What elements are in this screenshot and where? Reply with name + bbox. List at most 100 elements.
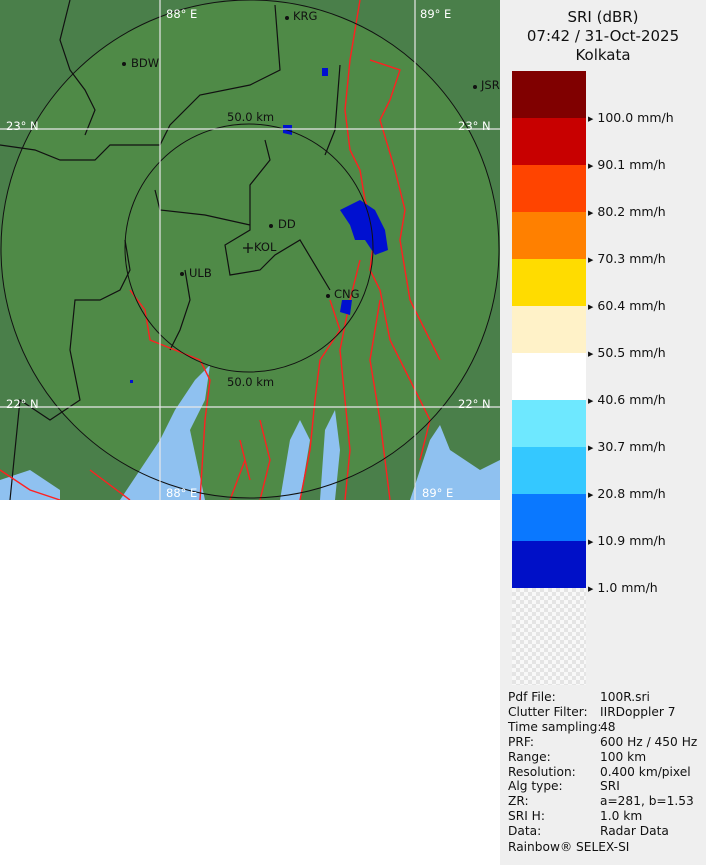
legend-label: ▶ 80.2 mm/h bbox=[588, 204, 666, 219]
info-row: Time sampling: 48 bbox=[508, 720, 697, 735]
city-krg: KRG bbox=[293, 9, 317, 23]
legend-no-data-swatch bbox=[512, 588, 586, 685]
lon-label-89: 89° E bbox=[420, 7, 451, 21]
legend-tick-icon: ▶ bbox=[588, 396, 594, 405]
range-ring-label-bottom: 50.0 km bbox=[227, 375, 274, 389]
legend-label: ▶ 90.1 mm/h bbox=[588, 157, 666, 172]
legend-label: ▶ 50.5 mm/h bbox=[588, 345, 666, 360]
info-value: 48 bbox=[600, 719, 616, 734]
city-markers: KRG BDW JSR DD KOL ULB CNG bbox=[122, 9, 500, 301]
info-row: Data: Radar Data bbox=[508, 824, 697, 839]
legend-tick-icon: ▶ bbox=[588, 584, 594, 593]
product-info: Pdf File: 100R.sri Clutter Filter: IIRDoppl… bbox=[508, 690, 697, 855]
legend-swatch bbox=[512, 306, 586, 353]
range-ring-label-top: 50.0 km bbox=[227, 110, 274, 124]
legend-label: ▶ 40.6 mm/h bbox=[588, 392, 666, 407]
city-kol: KOL bbox=[254, 240, 277, 254]
lon-label-89-bottom: 89° E bbox=[422, 486, 453, 500]
legend-label-text: 60.4 mm/h bbox=[597, 298, 666, 313]
city-cng: CNG bbox=[334, 287, 360, 301]
legend-tick-icon: ▶ bbox=[588, 161, 594, 170]
lat-label-23-right: 23° N bbox=[458, 119, 491, 133]
radar-coverage bbox=[1, 0, 499, 498]
info-row: Clutter Filter: IIRDoppler 7 bbox=[508, 705, 697, 720]
info-value: 100R.sri bbox=[600, 690, 650, 704]
info-row: Resolution: 0.400 km/pixel bbox=[508, 765, 697, 780]
info-key: Clutter Filter: bbox=[508, 704, 588, 719]
lon-label-88-bottom: 88° E bbox=[166, 486, 197, 500]
legend-label-text: 50.5 mm/h bbox=[597, 345, 666, 360]
info-value: SRI bbox=[600, 779, 620, 794]
info-value: 1.0 km bbox=[600, 809, 643, 824]
legend-swatch bbox=[512, 165, 586, 212]
range-ring-50km bbox=[124, 123, 374, 373]
info-row: SRI H: 1.0 km bbox=[508, 809, 697, 824]
product-title: SRI (dBR) bbox=[567, 8, 639, 26]
station-name: Kolkata bbox=[575, 46, 631, 64]
info-key: ZR: bbox=[508, 794, 529, 809]
legend-tick-icon: ▶ bbox=[588, 443, 594, 452]
legend-label: ▶ 20.8 mm/h bbox=[588, 486, 666, 501]
water-bodies bbox=[0, 410, 500, 500]
legend-swatch bbox=[512, 447, 586, 494]
legend-label-text: 40.6 mm/h bbox=[597, 392, 666, 407]
timestamp: 07:42 / 31-Oct-2025 bbox=[526, 27, 680, 45]
city-ulb: ULB bbox=[189, 266, 212, 280]
legend-label: ▶ 30.7 mm/h bbox=[588, 439, 666, 454]
info-row: PRF: 600 Hz / 450 Hz bbox=[508, 735, 697, 750]
range-ring-100km bbox=[0, 0, 500, 499]
info-key: Range: bbox=[508, 749, 551, 764]
hooghly-estuary bbox=[120, 365, 210, 500]
legend-tick-icon: ▶ bbox=[588, 349, 594, 358]
legend-tick-icon: ▶ bbox=[588, 302, 594, 311]
info-row: Pdf File: 100R.sri bbox=[508, 690, 697, 705]
info-key: PRF: bbox=[508, 734, 534, 749]
legend-swatch bbox=[512, 494, 586, 541]
lat-label-22-right: 22° N bbox=[458, 397, 491, 411]
legend-label: ▶ 1.0 mm/h bbox=[588, 580, 658, 595]
legend-label-text: 90.1 mm/h bbox=[597, 157, 666, 172]
lat-lon-grid bbox=[0, 0, 500, 500]
legend-label-text: 100.0 mm/h bbox=[597, 110, 674, 125]
legend-tick-icon: ▶ bbox=[588, 537, 594, 546]
legend-label-text: 30.7 mm/h bbox=[597, 439, 666, 454]
info-key: Pdf File: bbox=[508, 690, 556, 704]
legend-label-text: 70.3 mm/h bbox=[597, 251, 666, 266]
legend-label: ▶ 10.9 mm/h bbox=[588, 533, 666, 548]
legend-swatch bbox=[512, 400, 586, 447]
city-bdw: BDW bbox=[131, 56, 159, 70]
legend-label: ▶ 100.0 mm/h bbox=[588, 110, 674, 125]
legend-label-text: 1.0 mm/h bbox=[597, 580, 658, 595]
legend-label-text: 80.2 mm/h bbox=[597, 204, 666, 219]
legend-panel: SRI (dBR) 07:42 / 31-Oct-2025 Kolkata ▶ 1… bbox=[500, 0, 706, 865]
info-row: Range: 100 km bbox=[508, 750, 697, 765]
legend-swatch bbox=[512, 212, 586, 259]
info-value: IIRDoppler 7 bbox=[600, 704, 676, 719]
legend-tick-icon: ▶ bbox=[588, 114, 594, 123]
info-key: SRI H: bbox=[508, 809, 545, 824]
info-row: ZR: a=281, b=1.53 bbox=[508, 794, 697, 809]
legend-label-text: 10.9 mm/h bbox=[597, 533, 666, 548]
lon-label-88: 88° E bbox=[166, 7, 197, 21]
lat-label-22: 22° N bbox=[6, 397, 39, 411]
legend-swatch bbox=[512, 118, 586, 165]
legend-tick-icon: ▶ bbox=[588, 208, 594, 217]
city-jsr: JSR bbox=[480, 78, 500, 92]
legend-label: ▶ 70.3 mm/h bbox=[588, 251, 666, 266]
info-value: a=281, b=1.53 bbox=[600, 794, 694, 809]
legend-label-text: 20.8 mm/h bbox=[597, 486, 666, 501]
info-value: Radar Data bbox=[600, 824, 669, 839]
info-value: 0.400 km/pixel bbox=[600, 764, 691, 779]
legend-swatch bbox=[512, 541, 586, 588]
info-row: Alg type: SRI bbox=[508, 779, 697, 794]
radar-map[interactable]: 88° E 89° E 88° E 89° E 23° N 23° N 22° … bbox=[0, 0, 500, 500]
legend-swatch bbox=[512, 71, 586, 118]
radar-site-crosshair-icon bbox=[243, 243, 253, 253]
legend-label: ▶ 60.4 mm/h bbox=[588, 298, 666, 313]
legend-tick-icon: ▶ bbox=[588, 490, 594, 499]
lat-label-23: 23° N bbox=[6, 119, 39, 133]
info-value: 100 km bbox=[600, 749, 647, 764]
legend-tick-icon: ▶ bbox=[588, 255, 594, 264]
info-value: 600 Hz / 450 Hz bbox=[600, 734, 698, 749]
legend-swatch bbox=[512, 259, 586, 306]
